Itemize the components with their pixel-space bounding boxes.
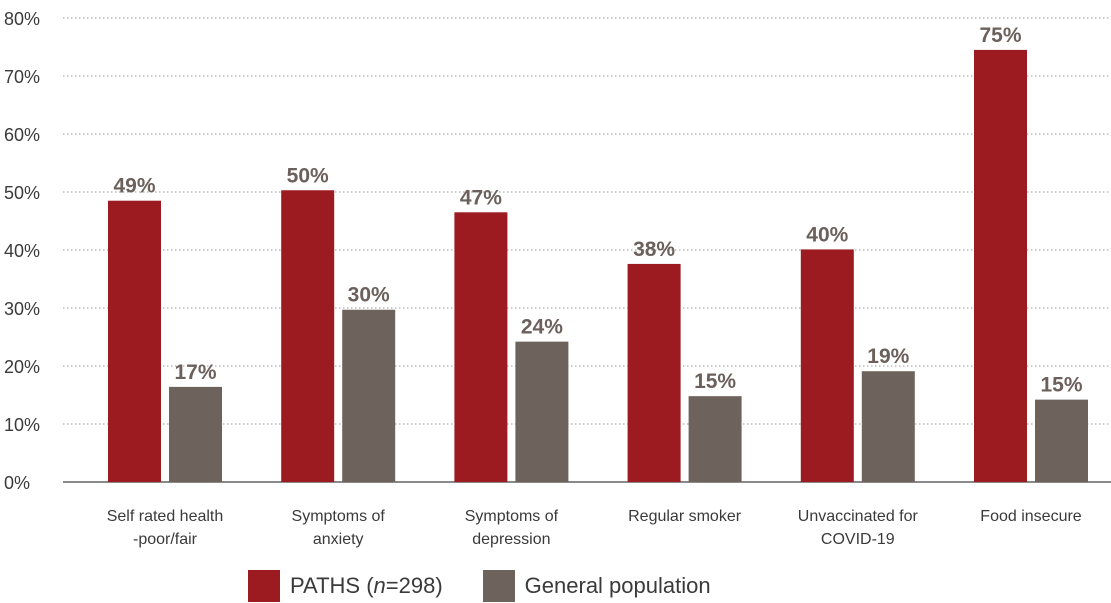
- data-label: 17%: [174, 361, 216, 384]
- category-label: Symptoms of: [465, 508, 559, 525]
- bar: [861, 371, 915, 482]
- data-label: 75%: [979, 24, 1021, 47]
- bar: [108, 200, 161, 482]
- category-label: Food insecure: [980, 508, 1081, 525]
- data-label: 19%: [867, 345, 909, 368]
- legend-swatch-paths: [248, 570, 280, 602]
- y-tick-label: 50%: [4, 183, 40, 203]
- y-tick-label: 40%: [4, 241, 40, 261]
- category-label: COVID-19: [821, 531, 895, 548]
- legend-label-paths: PATHS (n=298): [290, 573, 443, 598]
- bar: [342, 309, 396, 482]
- bar: [800, 249, 854, 482]
- category-label: Self rated health: [107, 508, 224, 525]
- bar: [627, 263, 681, 482]
- data-label: 50%: [287, 164, 329, 187]
- legend-item-paths: PATHS (n=298): [248, 570, 443, 602]
- bar: [281, 190, 335, 482]
- data-label: 15%: [694, 370, 736, 393]
- category-label: Unvaccinated for: [798, 508, 919, 525]
- category-label: depression: [472, 531, 550, 548]
- category-label: anxiety: [313, 531, 364, 548]
- y-tick-label: 80%: [4, 9, 40, 29]
- data-label: 24%: [521, 316, 563, 339]
- data-label: 47%: [460, 186, 502, 209]
- bar: [454, 212, 508, 483]
- legend: PATHS (n=298) General population: [248, 570, 751, 602]
- data-label: 38%: [633, 238, 675, 261]
- y-tick-label: 70%: [4, 67, 40, 87]
- bar-chart: 0% 10% 20% 30% 40% 50% 60% 70% 80% 49% 17% Self rat…: [4, 9, 1111, 548]
- y-tick-label: 10%: [4, 415, 40, 435]
- y-tick-label: 0%: [4, 473, 30, 493]
- y-tick-label: 20%: [4, 357, 40, 377]
- legend-swatch-general: [482, 570, 515, 602]
- bar: [974, 49, 1027, 483]
- category-label: Regular smoker: [628, 508, 742, 525]
- data-label: 15%: [1040, 374, 1082, 397]
- data-label: 40%: [806, 223, 848, 246]
- bar: [169, 386, 222, 482]
- legend-item-general: General population: [482, 570, 711, 602]
- bar: [515, 341, 569, 482]
- category-label: -poor/fair: [133, 531, 198, 548]
- category-label: Symptoms of: [292, 508, 386, 525]
- bar: [688, 396, 742, 482]
- data-label: 49%: [113, 175, 155, 198]
- y-tick-label: 60%: [4, 125, 40, 145]
- legend-label-general: General population: [524, 573, 711, 598]
- data-label: 30%: [348, 284, 390, 307]
- bar: [1035, 399, 1088, 482]
- y-tick-label: 30%: [4, 299, 40, 319]
